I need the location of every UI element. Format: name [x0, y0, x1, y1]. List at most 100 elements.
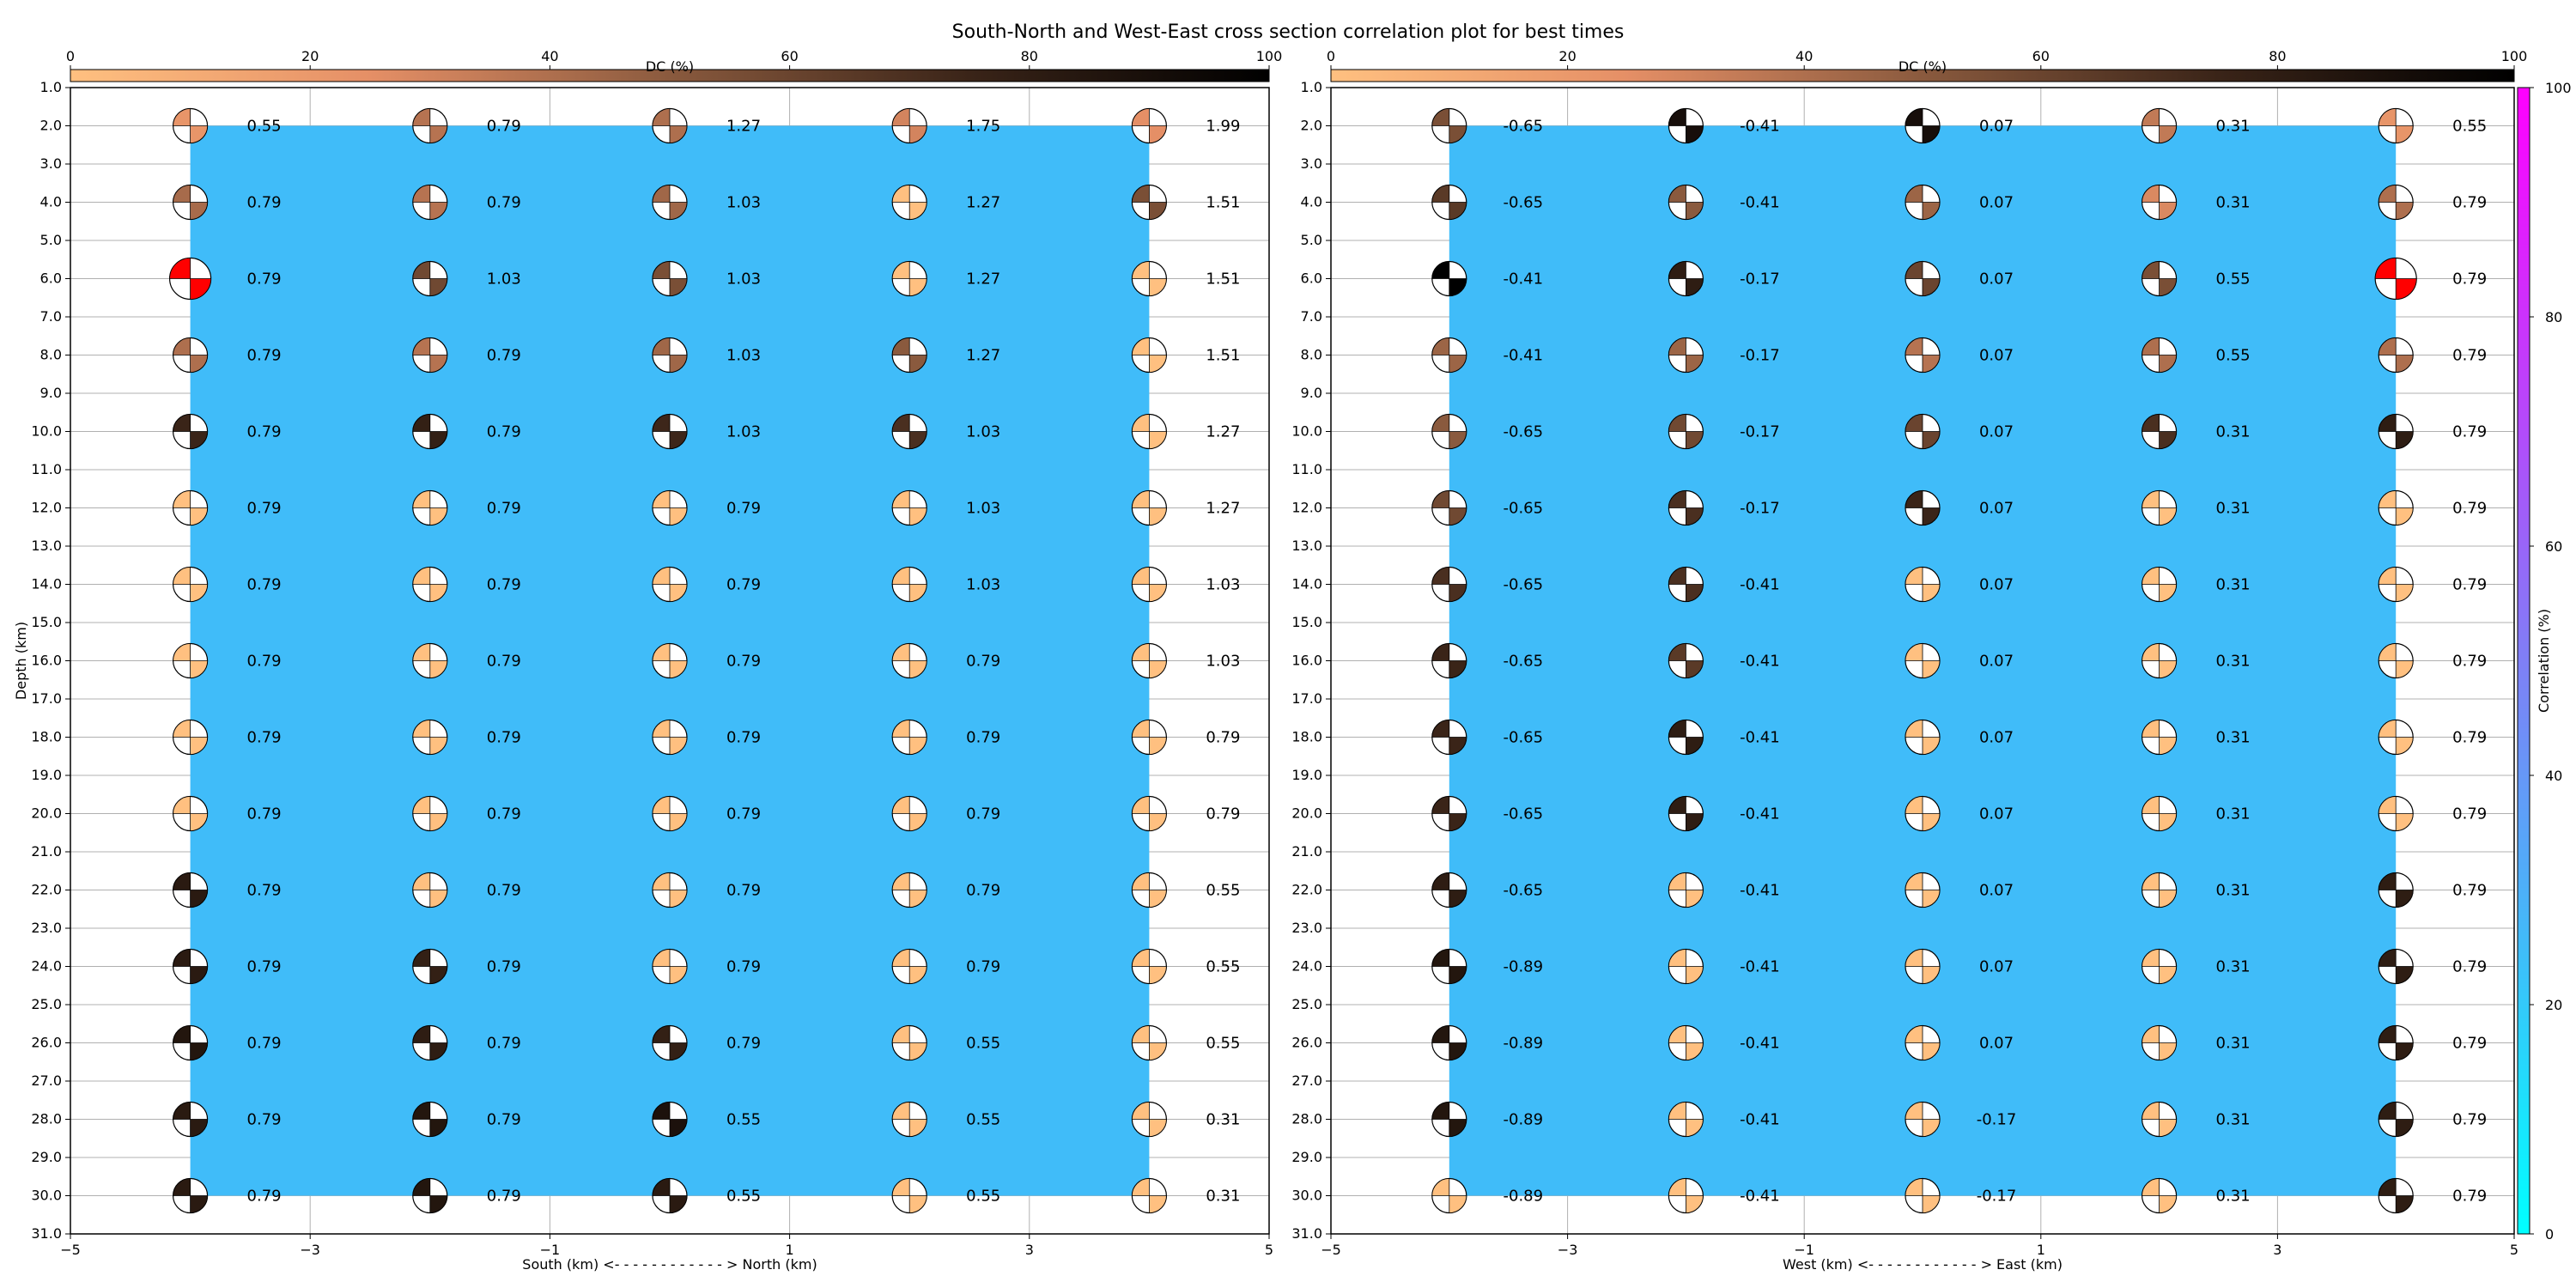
beachball-quadrant	[1668, 414, 1686, 432]
data-value-label: 0.31	[2216, 958, 2251, 976]
beachball-quadrant	[1449, 355, 1467, 373]
beachball-quadrant	[1686, 355, 1704, 373]
beachball-quadrant	[1922, 1195, 1941, 1213]
beachball-quadrant	[1905, 720, 1923, 738]
y-tick-label: 21.0	[31, 843, 62, 860]
beachball-quadrant	[173, 1025, 191, 1043]
beachball-quadrant	[652, 185, 671, 203]
data-value-label: 0.55	[2216, 270, 2251, 289]
beachball-quadrant	[1905, 337, 1923, 355]
beachball-quadrant	[1131, 1102, 1150, 1120]
beachball-quadrant	[2159, 813, 2178, 831]
data-value-label: 1.03	[1206, 576, 1240, 594]
beachball-quadrant	[891, 720, 910, 738]
y-tick-label: 16.0	[31, 653, 62, 669]
beachball-quadrant	[412, 490, 431, 508]
beachball-quadrant	[669, 278, 688, 296]
beachball-quadrant	[669, 202, 688, 220]
beachball-quadrant	[1431, 337, 1450, 355]
beachball-quadrant	[1905, 949, 1923, 967]
x-tick-label: 5	[2510, 1242, 2518, 1258]
beachball-quadrant	[1431, 1025, 1450, 1043]
beachball-quadrant	[1905, 1025, 1923, 1043]
dc-colorbar	[1330, 69, 2515, 82]
beachball-quadrant	[2159, 355, 2178, 373]
y-tick-label: 4.0	[40, 194, 62, 210]
data-value-label: -0.41	[1740, 1035, 1780, 1053]
beachball	[1905, 1177, 1941, 1214]
beachball-quadrant	[190, 1195, 209, 1213]
data-value-label: -0.89	[1504, 1188, 1544, 1206]
data-value-label: 0.79	[247, 958, 282, 976]
y-tick-label: 15.0	[31, 614, 62, 630]
beachball	[1131, 1177, 1168, 1214]
data-value-label: 0.79	[726, 805, 761, 823]
beachball-quadrant	[2159, 278, 2178, 296]
data-value-label: 0.79	[487, 194, 521, 212]
beachball-quadrant	[652, 796, 671, 814]
beachball	[2378, 1101, 2414, 1138]
beachball-quadrant	[652, 1178, 671, 1196]
beachball	[1905, 489, 1941, 526]
beachball-quadrant	[2142, 796, 2160, 814]
beachball	[1668, 489, 1704, 526]
beachball	[412, 1101, 448, 1138]
data-value-label: -0.17	[1740, 500, 1780, 518]
beachball-quadrant	[412, 949, 431, 967]
beachball	[173, 795, 209, 832]
beachball	[412, 795, 448, 832]
beachball-quadrant	[1431, 720, 1450, 738]
data-value-label: 0.31	[2216, 576, 2251, 594]
beachball	[173, 413, 209, 450]
y-tick-label: 17.0	[1291, 690, 1322, 707]
beachball	[2378, 413, 2414, 450]
dc-colorbar-tick-label: 0	[66, 48, 75, 64]
beachball-quadrant	[2159, 202, 2178, 220]
data-value-label: 0.31	[2216, 882, 2251, 900]
data-value-label: 0.79	[487, 1035, 521, 1053]
beachball-quadrant	[1922, 660, 1941, 678]
beachball-quadrant	[1431, 1178, 1450, 1196]
beachball	[1905, 107, 1941, 144]
beachball-quadrant	[429, 1042, 448, 1060]
beachball-quadrant	[1668, 872, 1686, 890]
data-value-label: 1.03	[726, 270, 761, 289]
beachball	[1131, 260, 1168, 297]
beachball	[1905, 1101, 1941, 1138]
beachball-quadrant	[908, 660, 927, 678]
beachball-quadrant	[2159, 1195, 2178, 1213]
data-value-label: 0.79	[2452, 653, 2487, 671]
beachball	[2142, 948, 2178, 985]
data-value-label: 1.03	[966, 576, 1000, 594]
y-tick-label: 8.0	[1301, 347, 1322, 363]
y-tick-label: 24.0	[1291, 958, 1322, 975]
beachball-quadrant	[173, 185, 191, 203]
beachball-quadrant	[908, 1195, 927, 1213]
beachball-quadrant	[2142, 414, 2160, 432]
beachball	[891, 337, 927, 374]
y-tick-label: 22.0	[1291, 882, 1322, 898]
beachball	[1668, 795, 1704, 832]
beachball-quadrant	[1149, 1042, 1167, 1060]
y-tick-label: 30.0	[1291, 1188, 1322, 1204]
beachball-quadrant	[669, 507, 688, 526]
beachball-quadrant	[2378, 796, 2397, 814]
beachball-quadrant	[429, 507, 448, 526]
y-tick-label: 19.0	[31, 767, 62, 783]
beachball	[891, 719, 927, 756]
y-tick-label: 26.0	[31, 1035, 62, 1051]
y-tick-label: 21.0	[1291, 843, 1322, 860]
beachball-quadrant	[173, 414, 191, 432]
y-tick-label: 18.0	[31, 729, 62, 745]
beachball	[173, 719, 209, 756]
beachball-quadrant	[1668, 490, 1686, 508]
y-tick-label: 28.0	[1291, 1111, 1322, 1127]
correlation-colorbar-tick-label: 60	[2545, 538, 2562, 555]
y-tick-label: 5.0	[40, 232, 62, 248]
beachball-quadrant	[1905, 414, 1923, 432]
data-value-label: 0.79	[2452, 1188, 2487, 1206]
beachball-quadrant	[1431, 108, 1450, 126]
beachball-quadrant	[669, 890, 688, 908]
data-value-label: 1.51	[1206, 270, 1240, 289]
data-value-label: 0.79	[487, 423, 521, 441]
